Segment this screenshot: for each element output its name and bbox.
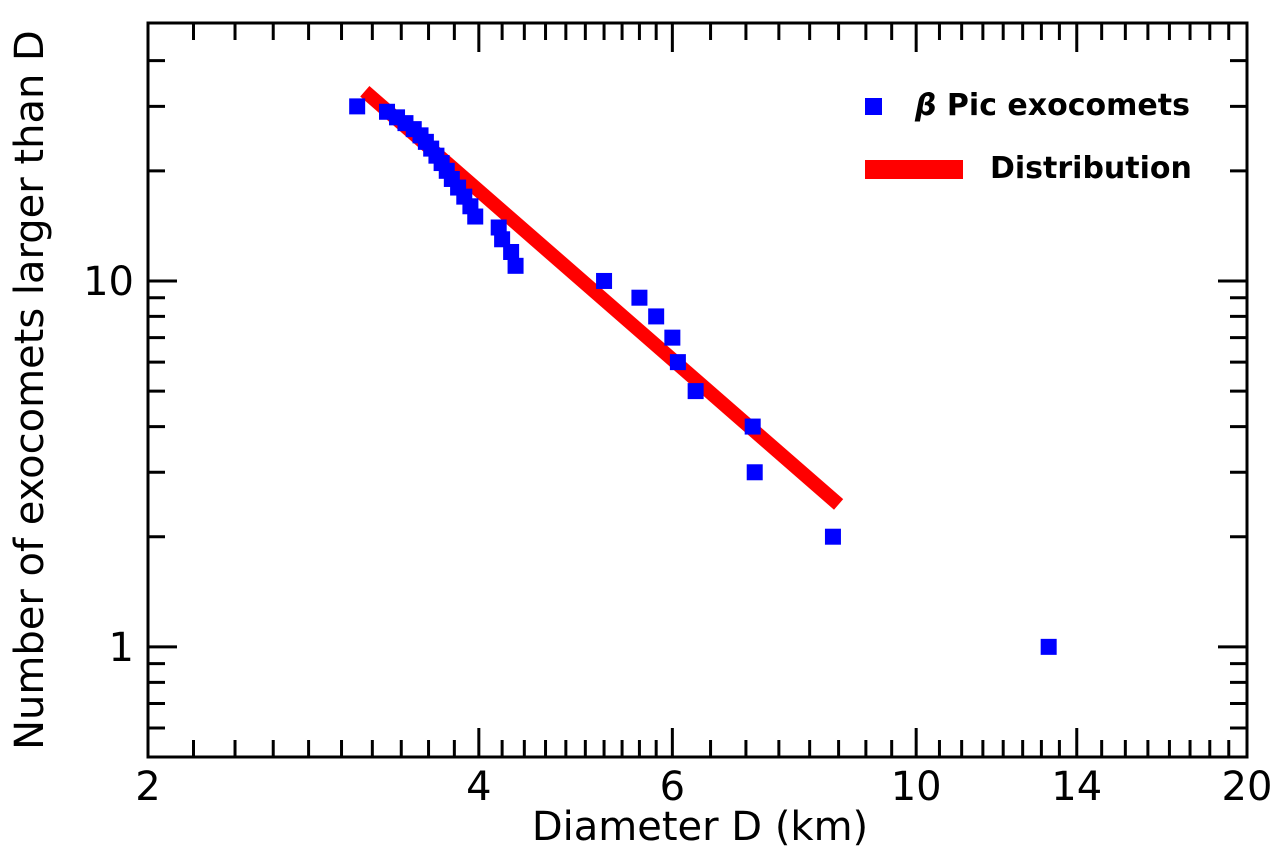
- scatter-point: [1040, 638, 1057, 655]
- y-axis-title: Number of exocomets larger than D: [7, 30, 53, 750]
- y-tick-label: 10: [83, 259, 134, 305]
- square-marker-icon: [865, 98, 882, 115]
- scatter-point: [349, 98, 366, 115]
- scatter-point: [648, 308, 665, 325]
- line-marker-icon: [865, 160, 963, 179]
- legend-label-exocomets: β Pic exocomets: [915, 88, 1190, 123]
- scatter-point: [631, 289, 648, 306]
- scatter-point: [596, 272, 613, 289]
- scatter-point: [669, 354, 686, 371]
- scatter-point: [746, 464, 763, 481]
- x-axis-title: Diameter D (km): [531, 804, 869, 850]
- x-tick-label: 4: [466, 764, 491, 810]
- beta-symbol: β: [915, 88, 937, 123]
- scatter-point: [507, 257, 524, 274]
- scatter-point: [503, 243, 520, 260]
- x-tick-label: 6: [660, 764, 685, 810]
- scatter-point: [467, 208, 484, 225]
- x-tick-label: 10: [891, 764, 942, 810]
- legend-label-distribution: Distribution: [990, 151, 1192, 186]
- y-tick-label: 1: [109, 625, 134, 671]
- scatter-point: [494, 231, 511, 248]
- x-tick-label: 20: [1222, 764, 1273, 810]
- scatter-point: [687, 383, 704, 400]
- scatter-point: [744, 418, 761, 435]
- x-tick-label: 2: [135, 764, 160, 810]
- scatter-point: [824, 528, 841, 545]
- x-tick-label: 14: [1051, 764, 1102, 810]
- scatter-point: [664, 329, 681, 346]
